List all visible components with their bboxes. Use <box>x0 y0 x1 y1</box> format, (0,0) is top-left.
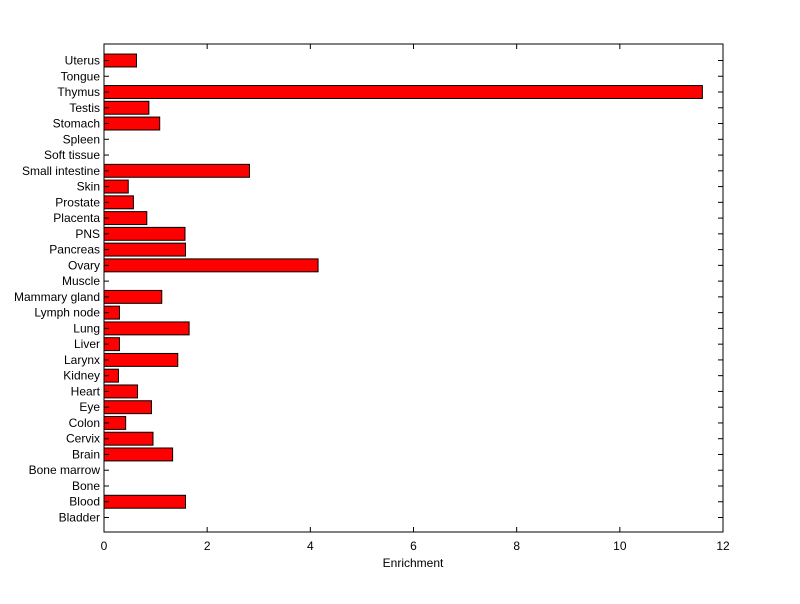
y-tick-label: Bone marrow <box>29 463 101 477</box>
bar <box>103 226 186 241</box>
y-tick-label: Brain <box>72 447 100 461</box>
y-tick-label: Bladder <box>59 511 100 525</box>
bar <box>103 211 148 226</box>
y-tick-label: Liver <box>74 337 100 351</box>
y-tick-label: Colon <box>69 416 100 430</box>
y-tick-label: Skin <box>77 180 100 194</box>
y-tick-label: Prostate <box>55 195 100 209</box>
y-tick-label: Soft tissue <box>44 148 100 162</box>
y-tick-label: Heart <box>71 384 101 398</box>
bar <box>103 258 319 273</box>
y-tick-label: Placenta <box>53 211 100 225</box>
plot-frame <box>103 43 724 533</box>
y-tick-label: PNS <box>75 227 100 241</box>
x-tick-label: 10 <box>613 539 627 553</box>
y-tick-label: Pancreas <box>49 243 100 257</box>
bar <box>103 116 161 131</box>
bar <box>103 384 139 399</box>
y-tick-label: Kidney <box>63 369 100 383</box>
bar <box>103 321 190 336</box>
y-tick-label: Bone <box>72 479 100 493</box>
bar <box>103 242 186 257</box>
y-tick-label: Stomach <box>53 117 100 131</box>
y-tick-label: Lymph node <box>34 306 100 320</box>
x-tick-label: 2 <box>204 539 211 553</box>
plot-area <box>104 44 723 532</box>
y-tick-label: Tongue <box>61 69 101 83</box>
x-axis-label: Enrichment <box>383 556 444 570</box>
y-tick-label: Lung <box>73 321 100 335</box>
bar <box>103 163 250 178</box>
bar <box>103 431 154 446</box>
y-tick-label: Muscle <box>62 274 100 288</box>
y-tick-label: Thymus <box>57 85 100 99</box>
y-tick-label: Ovary <box>68 258 100 272</box>
bar <box>103 400 152 415</box>
x-tick-label: 4 <box>307 539 314 553</box>
y-tick-label: Blood <box>69 495 100 509</box>
x-tick-labels: 0 2 4 6 8 10 12 <box>101 539 730 553</box>
x-tick-label: 0 <box>101 539 108 553</box>
y-tick-label: Mammary gland <box>14 290 100 304</box>
bar <box>103 494 186 509</box>
bar <box>103 447 174 462</box>
y-tick-label: Spleen <box>63 132 100 146</box>
x-tick-label: 12 <box>716 539 730 553</box>
bar <box>103 289 163 304</box>
y-tick-label: Cervix <box>66 432 100 446</box>
y-tick-label: Testis <box>69 101 100 115</box>
y-tick-label: Small intestine <box>22 164 100 178</box>
y-tick-label: Uterus <box>65 54 100 68</box>
y-tick-label: Larynx <box>64 353 100 367</box>
y-tick-label: Eye <box>79 400 100 414</box>
bar <box>103 352 179 367</box>
x-tick-label: 6 <box>410 539 417 553</box>
x-tick-label: 8 <box>513 539 520 553</box>
bar <box>103 85 703 99</box>
bar <box>103 100 150 115</box>
